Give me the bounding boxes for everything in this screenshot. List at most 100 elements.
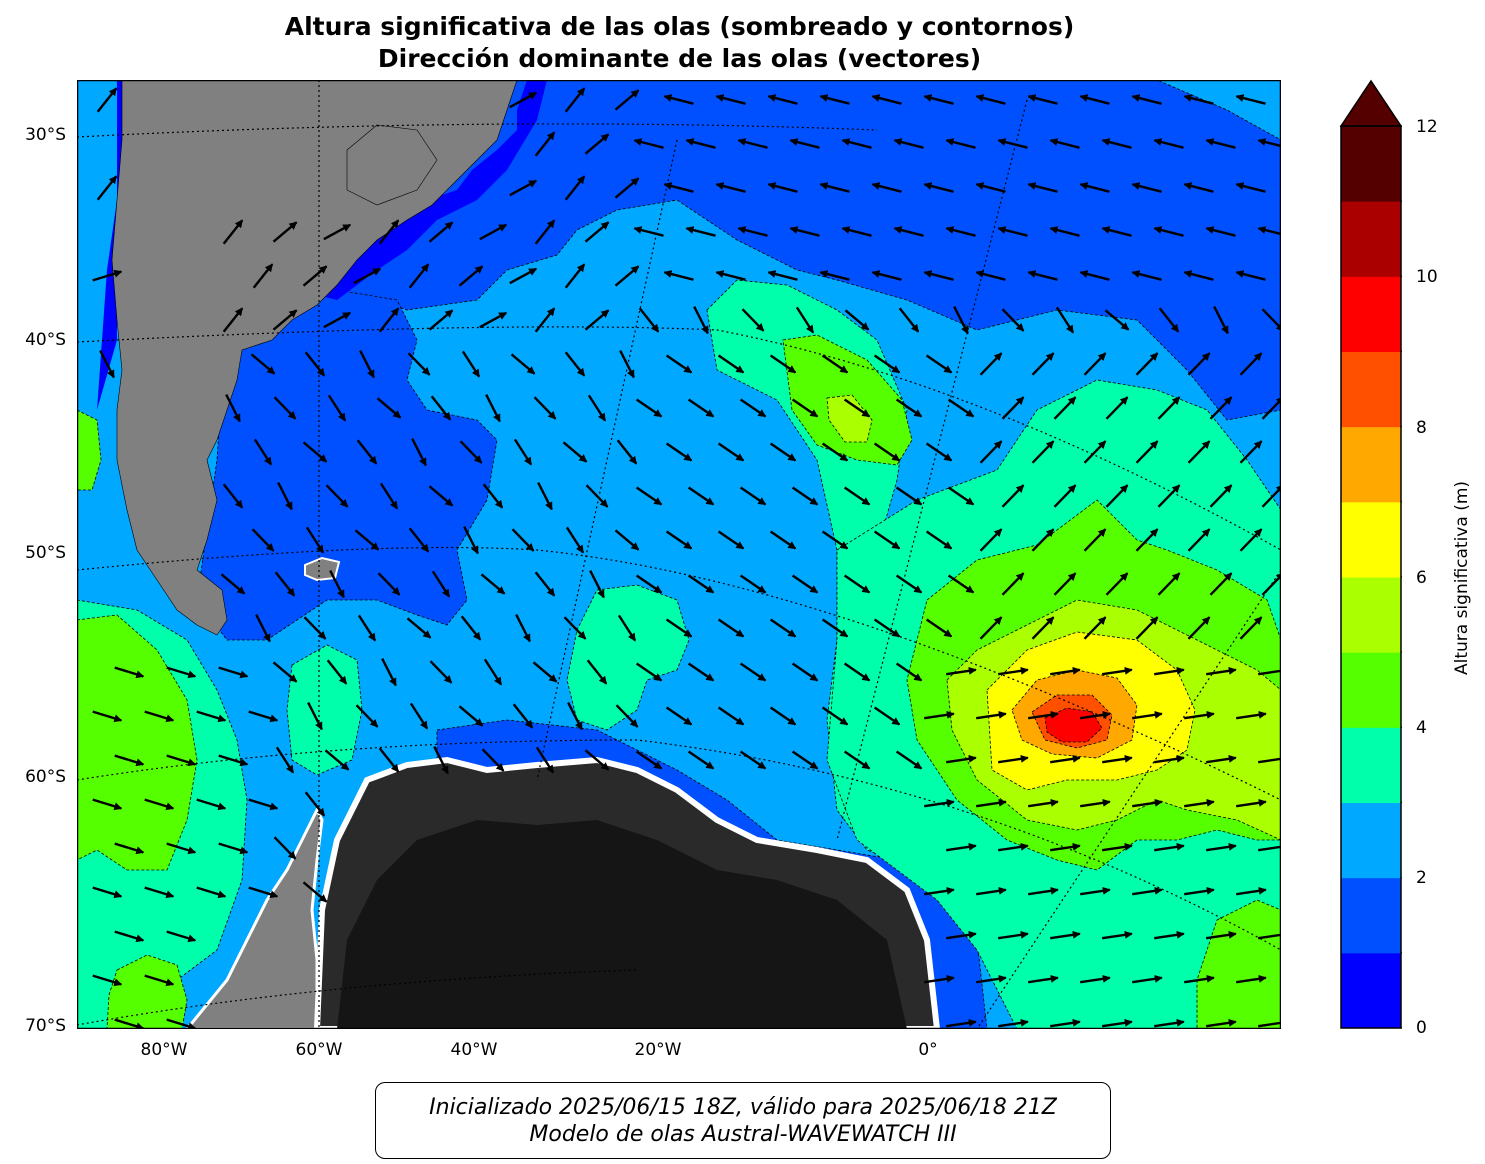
wave-vector [379, 482, 399, 510]
wave-vector [1049, 138, 1080, 149]
wave-vector [1102, 930, 1133, 940]
wave-vector [821, 706, 849, 726]
wave-vector [946, 754, 977, 764]
wave-vector [252, 263, 274, 289]
wave-vector [946, 666, 977, 676]
wave-vector [196, 798, 227, 811]
wave-vector [947, 486, 975, 506]
wave-vector [715, 94, 746, 105]
wave-vector [1154, 754, 1185, 764]
wave-vector [633, 226, 664, 237]
wave-vector [1104, 309, 1130, 331]
wave-vector [564, 263, 586, 289]
wave-vector [255, 614, 271, 643]
wave-vector [717, 354, 745, 374]
wave-vector [515, 614, 531, 643]
lon-label-60w: 60°W [295, 1040, 343, 1060]
wave-vector [323, 311, 352, 329]
wave-vector [1187, 616, 1211, 640]
colorbar-tick-8: 8 [1416, 418, 1427, 438]
wave-vector [589, 570, 605, 599]
wave-vector [479, 311, 508, 329]
wave-vector [1154, 842, 1185, 852]
wave-vector [739, 662, 767, 682]
wave-vector [769, 442, 797, 462]
wave-vector [1209, 396, 1233, 420]
wave-vector [997, 138, 1028, 149]
wave-vector [273, 396, 297, 420]
wave-vector [1135, 440, 1159, 464]
wave-vector [1187, 528, 1211, 552]
wave-vector [584, 133, 610, 155]
colorbar-level-11 [1341, 126, 1401, 202]
wave-vector [307, 702, 323, 731]
wave-vector [355, 704, 379, 728]
wave-vector [1135, 616, 1159, 640]
wave-vector [1050, 666, 1081, 676]
wave-vector [1131, 270, 1162, 281]
wave-vector [564, 175, 586, 201]
wave-vector [663, 182, 694, 193]
wave-vector [1055, 306, 1075, 334]
wave-vector [460, 615, 482, 641]
colorbar-level-2 [1341, 802, 1401, 879]
wave-vector [586, 659, 608, 685]
wave-vector [635, 398, 663, 418]
wave-vector [791, 574, 819, 594]
wave-vector [1236, 798, 1267, 808]
wave-vector [1239, 440, 1263, 464]
wave-vector [324, 749, 350, 771]
wave-vector [114, 1018, 145, 1029]
wave-vector [1209, 572, 1233, 596]
wave-vector [584, 309, 610, 331]
wave-vector [1050, 930, 1081, 940]
wave-vector [323, 223, 352, 241]
wave-vector [584, 221, 610, 243]
wave-vector [1001, 484, 1025, 508]
wave-vector [144, 798, 175, 811]
ocean-band-0-1m-coast [317, 80, 547, 300]
wave-vector [564, 351, 586, 377]
wave-vector [687, 662, 715, 682]
wave-vector [1031, 440, 1055, 464]
wave-vector [767, 94, 798, 105]
wave-vector [1157, 484, 1181, 508]
wave-vector [114, 754, 145, 767]
wave-vector [976, 886, 1007, 896]
wave-vector [480, 573, 506, 595]
wave-vector [925, 442, 953, 462]
wave-vector [687, 574, 715, 594]
wave-vector [302, 881, 328, 903]
wave-vector [273, 836, 297, 860]
wave-vector [819, 270, 850, 281]
wave-vector [196, 710, 227, 723]
wave-vector [976, 798, 1007, 808]
colorbar-tick-2: 2 [1416, 868, 1427, 888]
wave-vector [356, 439, 378, 465]
wave-vector [1031, 528, 1055, 552]
wave-vector [1209, 484, 1233, 508]
colorbar [1339, 79, 1402, 1029]
wave-vector [923, 270, 954, 281]
wave-vector [329, 570, 345, 599]
wave-vector [638, 307, 660, 333]
wave-vector [1158, 307, 1180, 333]
wave-vector [873, 706, 901, 726]
wave-vector [411, 438, 427, 467]
wave-vector [1105, 572, 1129, 596]
wave-vector [253, 438, 273, 466]
colorbar-level-10 [1341, 201, 1401, 277]
wave-vector [1028, 974, 1059, 984]
wave-vector [841, 138, 872, 149]
wave-vector [1132, 798, 1163, 808]
wave-vector [873, 618, 901, 638]
wave-vector [353, 267, 382, 285]
colorbar-level-8 [1341, 351, 1401, 428]
wave-vector [1153, 138, 1184, 149]
wave-vector [533, 396, 557, 420]
wave-vector [509, 91, 538, 109]
wave-vector [196, 886, 227, 899]
wave-vector [1001, 308, 1025, 332]
wave-vector [1083, 352, 1107, 376]
wave-vector [843, 574, 871, 594]
